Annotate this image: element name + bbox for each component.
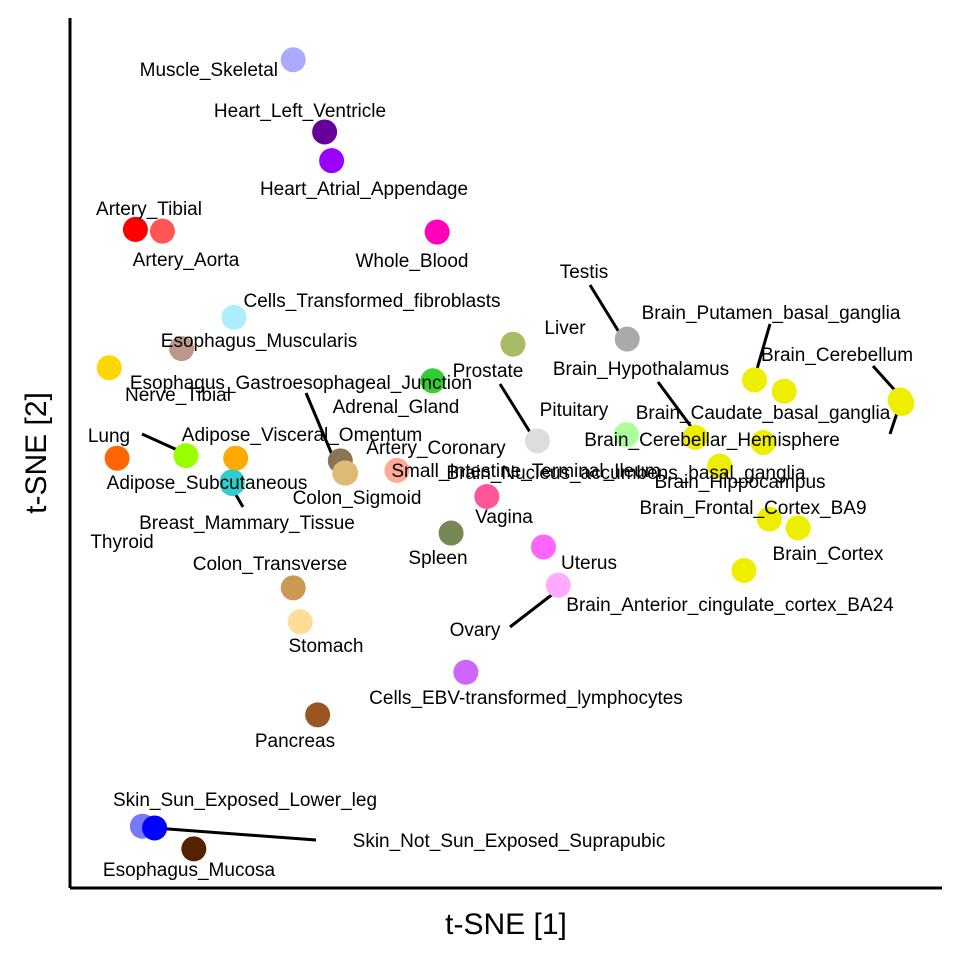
point-pituitary: [613, 422, 639, 448]
point-labels: Muscle_Skeletal Heart_Left_Ventricle Heart…: [88, 60, 913, 881]
point-pancreas: [305, 702, 331, 728]
label-brain-nucleus-accumbens-basal-ganglia: Brain_Nucleus_accumbens_basal_ganglia: [446, 463, 806, 484]
point-brain-anterior-cingulate-cortex-ba24: [731, 557, 757, 583]
label-thyroid: Thyroid: [90, 532, 153, 553]
label-nerve-tibial: Nerve_Tibial: [125, 385, 231, 406]
label-brain-caudate-basal-ganglia: Brain_Caudate_basal_ganglia: [636, 403, 891, 424]
label-ovary: Ovary: [450, 620, 501, 641]
x-axis-title: t-SNE [1]: [445, 908, 567, 941]
point-brain-frontal-cortex-ba9: [756, 506, 782, 532]
point-heart-atrial-appendage: [319, 148, 345, 174]
point-liver: [500, 331, 526, 357]
label-lung: Lung: [88, 426, 130, 447]
label-small-intestine-terminal-ileum: Small_Intestine_Terminal_Ileum: [391, 461, 660, 482]
label-brain-cerebellum: Brain_Cerebellum: [761, 345, 913, 366]
label-uterus: Uterus: [561, 553, 617, 574]
point-testis: [614, 326, 640, 352]
label-liver: Liver: [544, 318, 586, 339]
label-prostate: Prostate: [453, 361, 524, 382]
point-brain-caudate-basal-ganglia: [771, 378, 797, 404]
point-muscle-skeletal: [280, 47, 306, 73]
label-adrenal-gland: Adrenal_Gland: [333, 397, 460, 418]
label-brain-anterior-cingulate-cortex-ba24: Brain_Anterior_cingulate_cortex_BA24: [566, 595, 894, 616]
point-uterus: [530, 534, 556, 560]
label-heart-left-ventricle: Heart_Left_Ventricle: [214, 101, 386, 122]
point-spleen: [438, 520, 464, 546]
label-brain-putamen-basal-ganglia: Brain_Putamen_basal_ganglia: [642, 303, 901, 324]
point-thyroid: [104, 445, 130, 471]
point-adrenal-gland: [420, 368, 446, 394]
label-breast-mammary-tissue: Breast_Mammary_Tissue: [139, 513, 355, 534]
label-esophagus-muscularis: Esophagus_Muscularis: [161, 331, 357, 352]
point-brain-nucleus-accumbens-basal-ganglia: [750, 430, 776, 456]
label-colon-transverse: Colon_Transverse: [193, 554, 348, 575]
label-stomach: Stomach: [289, 636, 364, 657]
point-esophagus-muscularis: [169, 336, 195, 362]
label-skin-sun-exposed-lower-leg: Skin_Sun_Exposed_Lower_leg: [113, 790, 377, 811]
leader-line-skin-not-sun-exposed-suprapubic: [154, 826, 317, 842]
leader-line-prostate: [498, 383, 535, 438]
label-cells-transformed-fibroblasts: Cells_Transformed_fibroblasts: [244, 291, 501, 312]
point-esophagus-mucosa: [181, 836, 207, 862]
point-vagina: [474, 484, 500, 509]
point-ovary: [545, 572, 571, 598]
point-brain-putamen-basal-ganglia: [742, 367, 768, 393]
label-whole-blood: Whole_Blood: [355, 251, 468, 272]
point-brain-hypothalamus: [682, 424, 708, 450]
point-heart-left-ventricle: [312, 119, 338, 145]
label-esophagus-mucosa: Esophagus_Mucosa: [103, 860, 276, 881]
label-skin-not-sun-exposed-suprapubic: Skin_Not_Sun_Exposed_Suprapubic: [353, 831, 666, 852]
label-adipose-subcutaneous: Adipose_Subcutaneous: [107, 473, 308, 494]
point-whole-blood: [424, 219, 450, 245]
label-brain-cerebellar-hemisphere: Brain_Cerebellar_Hemisphere: [584, 430, 840, 451]
leader-line-ovary: [509, 588, 559, 629]
label-artery-coronary: Artery_Coronary: [366, 438, 506, 459]
label-colon-sigmoid: Colon_Sigmoid: [293, 488, 422, 509]
point-skin-not-sun-exposed-suprapubic: [142, 815, 168, 841]
label-vagina: Vagina: [475, 507, 533, 528]
label-brain-hypothalamus: Brain_Hypothalamus: [553, 359, 729, 380]
label-artery-aorta: Artery_Aorta: [133, 250, 240, 271]
label-muscle-skeletal: Muscle_Skeletal: [140, 60, 278, 81]
point-prostate: [524, 428, 550, 454]
point-colon-transverse: [280, 575, 306, 601]
label-esophagus-gastroesophageal-junction: Esophagus_Gastroesophageal_Junction: [130, 373, 472, 394]
point-breast-mammary-tissue: [219, 469, 245, 495]
label-spleen: Spleen: [408, 548, 467, 569]
label-brain-hippocampus: Brain_Hippocampus: [654, 472, 825, 493]
y-axis-title: t-SNE [2]: [20, 392, 53, 514]
data-points: [96, 47, 915, 862]
point-brain-hippocampus: [707, 453, 733, 479]
label-brain-cortex: Brain_Cortex: [773, 544, 884, 565]
point-cells-transformed-fibroblasts: [221, 304, 247, 330]
point-nerve-tibial: [96, 355, 122, 381]
label-pituitary: Pituitary: [540, 400, 609, 421]
leader-line-testis: [588, 284, 624, 338]
point-brain-cerebellar-hemisphere: [889, 390, 915, 416]
leader-line-esophagus-gastroesophageal-junction: [304, 392, 335, 458]
point-artery-tibial: [122, 216, 148, 242]
point-brain-cortex: [785, 515, 811, 541]
point-lung: [173, 443, 199, 469]
leader-line-brain-putamen-basal-ganglia: [755, 323, 772, 370]
label-pancreas: Pancreas: [255, 731, 335, 752]
point-cells-ebv-transformed-lymphocytes: [453, 659, 479, 685]
point-colon-sigmoid: [332, 460, 358, 486]
point-artery-aorta: [149, 218, 175, 244]
label-brain-frontal-cortex-ba9: Brain_Frontal_Cortex_BA9: [639, 498, 866, 519]
label-adipose-visceral-omentum: Adipose_Visceral_Omentum: [182, 425, 422, 446]
label-heart-atrial-appendage: Heart_Atrial_Appendage: [260, 179, 468, 200]
point-adipose-visceral-omentum: [223, 445, 249, 471]
point-stomach: [287, 609, 313, 635]
label-cells-ebv-transformed-lymphocytes: Cells_EBV-transformed_lymphocytes: [369, 688, 683, 709]
label-artery-tibial: Artery_Tibial: [96, 199, 202, 220]
axes: [68, 18, 942, 890]
label-testis: Testis: [560, 262, 609, 283]
point-small-intestine-terminal-ileum: [384, 457, 410, 483]
